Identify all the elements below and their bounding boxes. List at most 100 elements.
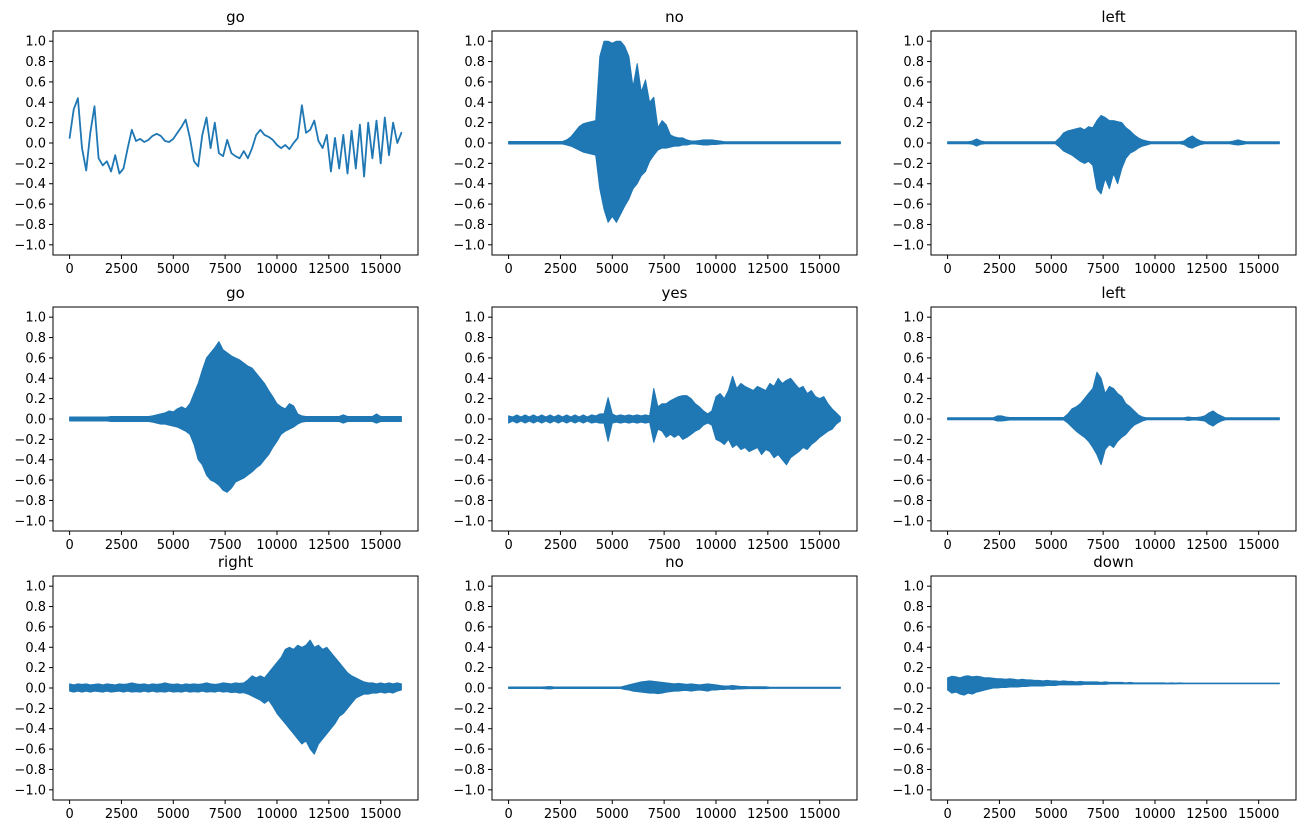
y-tick-label: 1.0 [25,580,46,595]
y-tick-label: 0.6 [25,75,46,90]
y-tick-label: −0.4 [14,722,46,737]
x-tick-label: 12500 [1186,262,1227,277]
y-tick-label: 0.4 [25,372,46,387]
x-tick-label: 12500 [308,538,349,553]
x-tick-label: 0 [504,262,512,277]
x-tick-label: 5000 [1035,807,1068,822]
x-tick-label: 15000 [1238,262,1279,277]
x-tick-label: 15000 [1238,538,1279,553]
y-tick-label: 0.6 [25,620,46,635]
subplot-down-8: down 1.0 0.8 0.6 0.4 0.2 0.0 −0.2 −0.4 −0.6 −0.8 −1… [892,553,1297,822]
y-tick-label: −0.8 [14,763,46,778]
y-tick-label: 0.6 [903,75,924,90]
x-tick-label: 10000 [1134,538,1175,553]
y-tick-label: 0.4 [903,641,924,656]
y-tick-label: −0.6 [14,198,46,213]
y-tick-label: −0.8 [892,218,924,233]
subplot-go-0: go 1.0 0.8 0.6 0.4 0.2 0.0 −0.2 −0.4 −0.6 −0.8 −1.0… [14,8,419,277]
x-tick-label: 10000 [256,262,297,277]
y-tick-label: −1.0 [14,238,46,253]
y-tick-label: −0.8 [892,763,924,778]
y-tick-label: 1.0 [903,35,924,50]
y-tick-label: −0.4 [453,453,485,468]
y-tick-label: −0.4 [892,722,924,737]
y-tick-label: 1.0 [903,580,924,595]
x-tick-label: 7500 [648,807,681,822]
y-tick-label: 0.2 [464,116,485,131]
y-tick-label: 0.6 [464,75,485,90]
x-tick-label: 7500 [209,262,242,277]
x-tick-label: 10000 [695,807,736,822]
y-tick-label: 0.4 [903,96,924,111]
y-tick-label: −0.4 [453,722,485,737]
y-tick-label: 0.6 [903,620,924,635]
y-tick-label: 0.4 [464,96,485,111]
y-tick-label: −0.6 [14,474,46,489]
y-tick-label: 0.4 [464,641,485,656]
x-tick-label: 0 [65,262,73,277]
axes-spines [52,30,419,256]
x-tick-label: 0 [65,538,73,553]
y-tick-label: −1.0 [892,783,924,798]
subplot-title: go [226,284,245,302]
y-tick-label: −0.6 [892,474,924,489]
y-tick-label: 1.0 [464,580,485,595]
subplot-title: yes [662,284,688,302]
subplot-yes-4: yes 1.0 0.8 0.6 0.4 0.2 0.0 −0.2 −0.4 −0.6 −0.8 −1.… [453,284,858,553]
y-tick-label: −0.8 [892,494,924,509]
y-tick-label: 1.0 [903,311,924,326]
y-tick-label: −0.6 [892,743,924,758]
y-tick-label: −0.8 [453,218,485,233]
y-tick-label: 0.2 [903,116,924,131]
waveform-envelope-path [69,639,402,755]
y-tick-label: 0.6 [464,620,485,635]
y-tick-label: −0.4 [892,177,924,192]
x-tick-label: 15000 [1238,807,1279,822]
x-tick-label: 5000 [596,807,629,822]
x-tick-label: 15000 [799,538,840,553]
x-tick-label: 12500 [747,262,788,277]
y-tick-label: −0.6 [453,474,485,489]
x-tick-label: 7500 [1087,807,1120,822]
x-tick-label: 2500 [983,538,1016,553]
y-tick-label: −0.6 [453,743,485,758]
y-tick-label: 0.4 [903,372,924,387]
y-tick-label: 0.2 [464,661,485,676]
y-tick-label: −1.0 [453,238,485,253]
y-tick-label: −0.2 [14,157,46,172]
x-tick-label: 10000 [695,538,736,553]
subplot-title: right [218,553,253,571]
waveform-envelope-path [69,341,402,493]
y-tick-label: −0.4 [14,453,46,468]
subplot-title: left [1101,8,1125,26]
y-tick-label: −1.0 [892,514,924,529]
y-tick-label: −0.2 [892,433,924,448]
y-tick-label: −0.8 [14,494,46,509]
y-tick-label: 0.2 [464,392,485,407]
x-tick-label: 0 [943,538,951,553]
waveform-path [68,97,403,178]
x-tick-label: 10000 [256,807,297,822]
x-tick-label: 2500 [544,262,577,277]
y-tick-label: −0.2 [14,702,46,717]
y-tick-label: 0.0 [903,137,924,152]
y-tick-label: −0.4 [453,177,485,192]
y-tick-label: 1.0 [464,311,485,326]
y-tick-label: 0.6 [903,351,924,366]
y-tick-label: 0.4 [464,372,485,387]
x-tick-label: 12500 [308,262,349,277]
x-tick-label: 12500 [308,807,349,822]
y-tick-label: −1.0 [14,514,46,529]
y-tick-label: 0.2 [25,661,46,676]
y-tick-label: −0.2 [892,702,924,717]
waveform-envelope-path [947,371,1280,466]
y-tick-label: −0.4 [892,453,924,468]
y-tick-label: 0.0 [903,413,924,428]
y-tick-label: 0.8 [464,55,485,70]
subplot-title: go [226,8,245,26]
y-tick-label: 0.8 [903,331,924,346]
y-tick-label: −1.0 [14,783,46,798]
y-tick-label: 0.8 [464,600,485,615]
y-tick-label: −0.6 [892,198,924,213]
subplot-no-1: no 1.0 0.8 0.6 0.4 0.2 0.0 −0.2 −0.4 −0.6 −0.8 −1.0… [453,8,858,277]
